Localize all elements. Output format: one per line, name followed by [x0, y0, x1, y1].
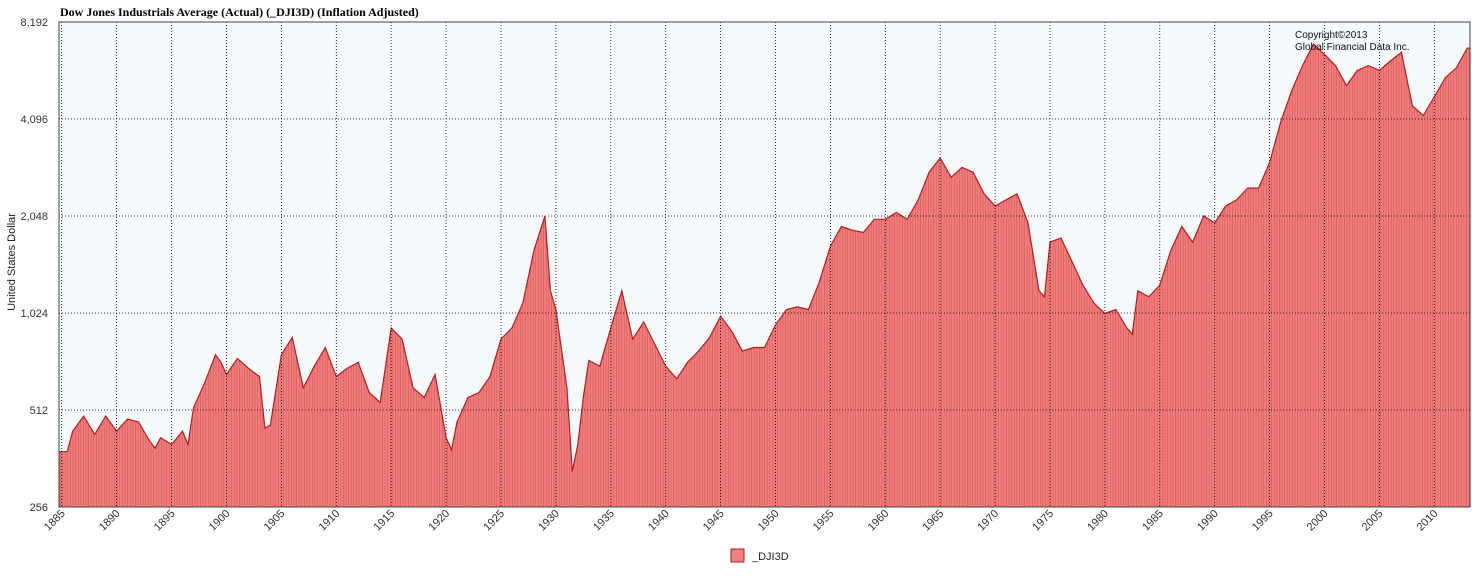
series-area-group [59, 43, 1470, 507]
x-tick-label: 1930 [536, 508, 562, 534]
y-axis-ticks: 256 512 1,024 2,048 4,096 8,192 [20, 17, 48, 514]
y-tick-label: 2,048 [20, 211, 48, 223]
x-tick-label: 2000 [1305, 508, 1331, 534]
x-tick-label: 2005 [1360, 508, 1386, 534]
x-tick-label: 1990 [1195, 508, 1221, 534]
x-tick-label: 1945 [701, 508, 727, 534]
x-tick-label: 1980 [1085, 508, 1111, 534]
series-area [59, 44, 1470, 507]
x-tick-label: 1960 [866, 508, 892, 534]
x-tick-label: 2010 [1415, 508, 1441, 534]
x-tick-label: 1995 [1250, 508, 1276, 534]
x-tick-label: 1955 [811, 508, 837, 534]
x-tick-label: 1965 [921, 508, 947, 534]
area-hatching [59, 44, 1470, 507]
y-tick-label: 256 [30, 502, 48, 514]
legend-label: _DJI3D [751, 551, 789, 563]
x-axis-ticks: 1885 1890 1895 1900 1905 1910 1915 1920 1925 1930… [42, 508, 1440, 534]
legend-swatch [730, 548, 745, 563]
y-axis-label: United States Dollar [6, 213, 18, 311]
x-tick-label: 1895 [152, 508, 178, 534]
x-tick-label: 1890 [97, 508, 123, 534]
x-tick-label: 1915 [372, 508, 398, 534]
copyright-line-2: Global Financial Data Inc. [1295, 42, 1410, 53]
x-tick-label: 1905 [262, 508, 288, 534]
x-tick-label: 1975 [1030, 508, 1056, 534]
x-tick-label: 1900 [207, 508, 233, 534]
x-tick-label: 1925 [481, 508, 507, 534]
y-tick-label: 8,192 [20, 17, 48, 29]
x-tick-label: 1970 [975, 508, 1001, 534]
x-tick-label: 1985 [1140, 508, 1166, 534]
y-tick-label: 512 [30, 405, 48, 417]
chart-title: Dow Jones Industrials Average (Actual) (… [60, 5, 419, 19]
copyright-line-1: Copyright©2013 [1295, 30, 1368, 41]
series-line [59, 43, 1470, 472]
x-tick-label: 1950 [756, 508, 782, 534]
y-tick-label: 4,096 [20, 114, 48, 126]
x-tick-label: 1940 [646, 508, 672, 534]
plot-border [58, 21, 1471, 508]
x-tick-label: 1910 [317, 508, 343, 534]
x-tick-label: 1920 [426, 508, 452, 534]
y-tick-label: 1,024 [20, 308, 48, 320]
x-tick-label: 1935 [591, 508, 617, 534]
